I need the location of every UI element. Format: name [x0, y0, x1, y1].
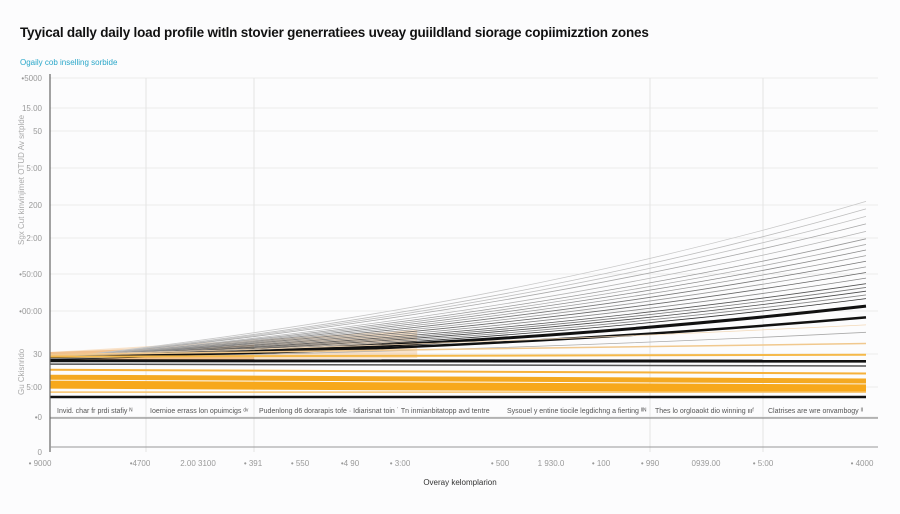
x-tick-label: •4 90 [341, 459, 360, 468]
zone-label: Pudenlong d6 dorarapis tofe · Idiarisnat… [259, 407, 490, 415]
x-tick-label: • 990 [641, 459, 660, 468]
zone-label: Sysouel y entine tiocile legdichng a fie… [507, 408, 646, 415]
zone-label: Clatrises are wre onvambogy ᴵᴵ [768, 408, 863, 415]
series-line-21 [49, 324, 867, 356]
zone-label: Invid. char fr prdi stafiy ᴺ [57, 408, 132, 415]
series-line-23 [49, 353, 867, 358]
y-tick-label: 30 [33, 350, 42, 359]
series-line-3 [49, 223, 867, 359]
chart-title: Tyyical dally daily load profile witln s… [20, 25, 649, 40]
series-line-0 [49, 201, 867, 359]
chart-subtitle: Ogaily cob inselling sorbide [20, 58, 118, 67]
series-line-10 [49, 266, 867, 359]
y-tick-label: 15.00 [22, 104, 43, 113]
x-tick-label: • 3:00 [390, 459, 411, 468]
series-line-9 [49, 260, 867, 359]
series-line-8 [49, 255, 867, 359]
y-tick-label: 5:00 [26, 164, 42, 173]
x-tick-label: • 9000 [29, 459, 52, 468]
y-tick-label: 2:00 [26, 234, 42, 243]
x-tick-label: 0939.00 [692, 459, 721, 468]
series-line-4 [49, 230, 867, 359]
y-tick-label: •5000 [21, 74, 42, 83]
x-tick-label: • 100 [592, 459, 611, 468]
series-line-5 [49, 238, 867, 359]
y-tick-label: 200 [29, 201, 43, 210]
y-axis-label-secondary: Gu Ckisnrido [17, 348, 26, 395]
y-tick-label: 50 [33, 127, 42, 136]
y-tick-label: 5:00 [26, 383, 42, 392]
series-line-2 [49, 215, 867, 359]
series-line-26 [49, 368, 867, 375]
x-tick-label: •4700 [130, 459, 151, 468]
zone-label: Thes lo orgloaokt dio winning ιιιᶠ [655, 408, 754, 415]
y-tick-label: •00:00 [19, 307, 42, 316]
series-line-1 [49, 208, 867, 359]
y-tick-label: •0 [35, 413, 43, 422]
series-line-11 [49, 272, 867, 359]
series-line-6 [49, 244, 867, 359]
y-axis-label: Sgx Cut kinvinjimet OTUD Av srtplde [17, 114, 26, 245]
x-tick-label: • 550 [291, 459, 310, 468]
series-line-25 [49, 363, 867, 367]
x-tick-label: • 391 [244, 459, 263, 468]
series-line-13 [49, 283, 867, 359]
series-line-28 [49, 380, 867, 393]
y-tick-label: •50:00 [19, 270, 42, 279]
x-tick-label: • 500 [491, 459, 510, 468]
x-tick-label: • 5:00 [753, 459, 774, 468]
series-line-22 [49, 342, 867, 356]
x-tick-label: • 4000 [851, 459, 874, 468]
x-axis-label: Overay kelomplarion [423, 478, 496, 487]
zone-label: Ioernioe errass lon opuimcigs ᵈᵛ [150, 408, 249, 415]
x-tick-label: 2.00 3100 [180, 459, 216, 468]
series-line-27 [49, 374, 867, 384]
y-tick-label: 0 [38, 448, 43, 457]
series-line-7 [49, 249, 867, 359]
x-tick-label: 1 930.0 [538, 459, 565, 468]
